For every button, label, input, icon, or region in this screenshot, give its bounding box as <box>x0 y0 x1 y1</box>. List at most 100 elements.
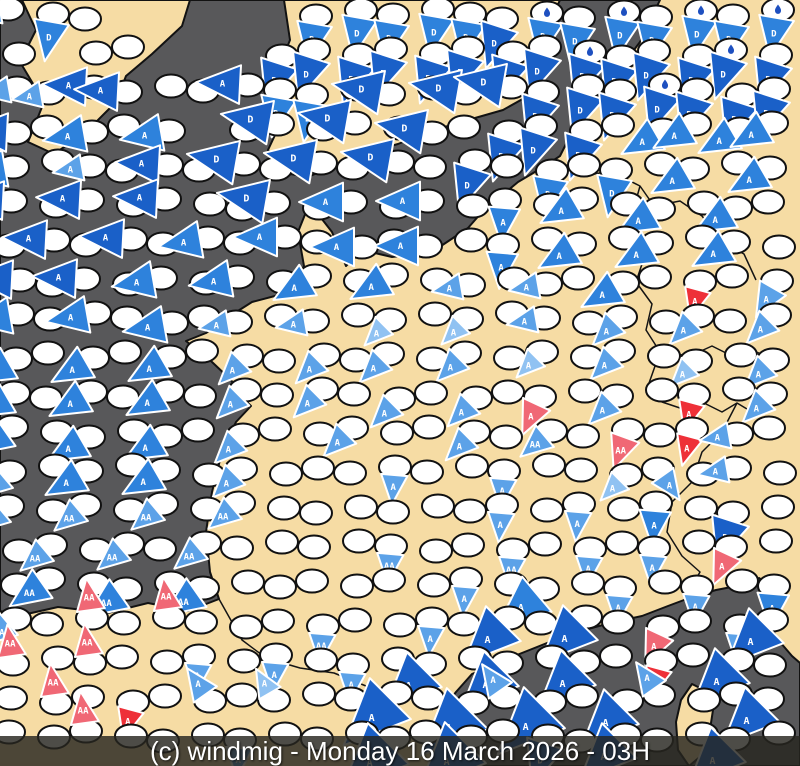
wind-arrow-A <box>652 111 698 149</box>
wind-arrow-A <box>691 229 737 267</box>
wind-arrow-A <box>435 347 471 383</box>
station-symbol: A <box>616 196 676 234</box>
station-symbol <box>337 381 371 407</box>
raindrop-icon <box>775 4 781 14</box>
wind-arrow-label: A <box>462 595 468 605</box>
station-symbol: D <box>262 138 338 185</box>
wind-arrow-label: A <box>195 680 201 690</box>
wind-arrow-label: A <box>636 217 642 227</box>
station-symbol <box>2 41 36 67</box>
wind-arrow-D <box>330 69 386 116</box>
wind-arrow-A <box>446 392 482 428</box>
wind-arrow-label: A <box>749 131 755 141</box>
wind-arrow-A <box>650 466 681 502</box>
station-symbol <box>107 610 141 636</box>
wind-arrow-label: AA <box>24 589 35 599</box>
station-symbol: A <box>0 149 30 188</box>
wind-arrow-A <box>417 624 446 658</box>
wind-arrow-label: A <box>291 320 297 330</box>
caption-bar: (c) windmig - Monday 16 March 2026 - 03H <box>0 736 800 766</box>
station-symbol: A <box>580 270 640 308</box>
wind-arrow-label: D <box>435 84 441 95</box>
wind-arrow-label: A <box>559 207 565 217</box>
station-symbol <box>410 459 444 485</box>
wind-arrow-A <box>373 225 419 267</box>
station-symbol: A <box>0 0 25 25</box>
wind-arrow-AA <box>519 424 555 458</box>
wind-arrow-label: A <box>60 195 66 205</box>
station-symbol: AA <box>0 414 29 451</box>
wind-arrow-label: A <box>257 233 263 243</box>
station-symbol: D <box>480 6 519 70</box>
wind-arrow-label: A <box>681 327 687 337</box>
wind-arrow-label: A <box>272 671 278 681</box>
weather-icons-layer <box>544 4 781 89</box>
wind-arrow-A <box>564 509 593 543</box>
station-symbol: AA <box>39 662 73 716</box>
station-symbol <box>31 340 65 366</box>
wind-arrow-A <box>0 75 13 104</box>
station-symbol: A <box>1 219 71 260</box>
wind-arrow-A <box>0 382 17 415</box>
wind-arrow-D <box>262 138 318 185</box>
station-symbol <box>148 683 182 709</box>
wind-arrow-label: A <box>650 564 656 574</box>
station-symbol: A <box>78 218 148 259</box>
station-symbol: A <box>691 229 751 267</box>
station-symbol: A <box>274 308 330 337</box>
wind-arrow-label: A <box>369 283 375 293</box>
wind-arrow-A <box>0 346 19 382</box>
wind-arrow-A <box>696 455 731 484</box>
wind-arrow-label: A <box>220 80 226 90</box>
wind-arrow-label: D <box>534 67 540 77</box>
wind-arrow-A <box>668 310 704 346</box>
station-symbol: AA <box>0 493 25 527</box>
wind-arrow-label: D <box>303 70 309 80</box>
station-symbol <box>376 499 410 525</box>
station-symbol: A <box>589 338 636 381</box>
wind-arrow-label: A <box>500 487 506 497</box>
wind-arrow-label: D <box>431 29 437 39</box>
wind-arrow-label: A <box>70 366 76 376</box>
station-symbol: A <box>641 456 681 502</box>
wind-arrow-label: D <box>354 30 360 40</box>
wind-arrow-label: A <box>139 160 145 170</box>
station-symbol: A <box>255 667 291 713</box>
wind-arrow-D <box>339 137 395 184</box>
station-symbol: A <box>110 260 178 299</box>
station-symbol <box>568 378 602 404</box>
station-symbol: A <box>211 456 258 499</box>
wind-arrow-A <box>440 314 472 346</box>
station-symbol <box>340 573 374 599</box>
wind-arrow-label: A <box>103 234 109 244</box>
station-symbol: A <box>449 566 483 618</box>
wind-arrow-D <box>33 17 70 63</box>
wind-arrow-label: A <box>457 443 463 453</box>
wind-arrow-label: A <box>65 132 71 142</box>
wind-arrow-A <box>729 110 775 148</box>
wind-arrow-A <box>507 271 542 300</box>
wind-arrow-AA <box>207 496 243 530</box>
station-symbol <box>41 645 75 671</box>
wind-arrow-label: A <box>498 521 504 531</box>
wind-arrow-A <box>481 663 513 700</box>
wind-arrow-AA <box>69 690 100 727</box>
wind-arrow-label: D <box>572 38 578 48</box>
wind-arrow-label: A <box>145 323 151 333</box>
wind-arrow-label: A <box>143 444 149 454</box>
wind-arrow-A <box>197 309 232 338</box>
wind-arrow-D <box>709 50 748 101</box>
wind-arrow-label: A <box>292 284 298 294</box>
station-symbol: AA <box>73 622 107 676</box>
station-symbol: D <box>452 62 528 109</box>
station-symbol <box>383 612 417 638</box>
wind-arrow-A <box>363 315 395 347</box>
wind-arrow-label: AA <box>84 593 95 603</box>
wind-arrow-label: AA <box>48 678 59 688</box>
station-symbol <box>605 530 639 556</box>
wind-arrow-A <box>358 348 394 384</box>
wind-arrow-label: A <box>758 326 764 336</box>
wind-arrow-label: D <box>771 30 777 40</box>
station-symbol <box>30 611 64 637</box>
station-symbol <box>304 647 338 673</box>
